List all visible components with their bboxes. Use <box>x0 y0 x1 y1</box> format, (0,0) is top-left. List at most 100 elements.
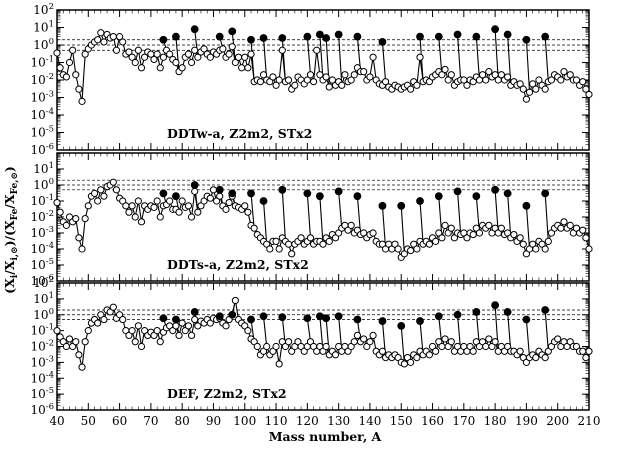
data-point-open <box>137 218 146 226</box>
y-tick-label: 10-1 <box>30 55 54 70</box>
data-point-open <box>53 327 61 335</box>
data-point-open <box>413 353 421 362</box>
data-point-open <box>272 237 280 245</box>
y-axis-label: (Xi/Xi,⊙)/(XFe/XFe,⊙) <box>2 166 20 294</box>
data-point-open <box>206 194 214 202</box>
data-point-open <box>244 327 252 335</box>
data-point-open <box>256 78 265 86</box>
data-point-open <box>522 95 531 103</box>
data-point-open <box>137 342 146 351</box>
data-point-open <box>191 315 199 324</box>
data-point-filled <box>453 30 462 39</box>
data-point-open <box>485 335 493 343</box>
y-tick-label: 102 <box>33 2 54 17</box>
data-point-filled <box>503 30 512 39</box>
data-point-open <box>191 46 199 54</box>
panels-group: 10-610-510-410-310-210-1100101102DDTw-a,… <box>30 2 593 417</box>
data-point-open <box>366 338 374 346</box>
data-point-filled <box>434 192 443 201</box>
data-point-open <box>175 208 183 216</box>
data-point-filled <box>303 189 312 198</box>
data-point-filled <box>491 185 500 194</box>
data-point-open <box>369 53 377 61</box>
data-point-filled <box>541 189 550 198</box>
data-point-open <box>56 208 64 216</box>
data-point-open <box>90 189 99 197</box>
y-tick-label: 101 <box>33 20 54 35</box>
y-tick-label: 10-5 <box>30 125 54 140</box>
data-point-filled <box>303 32 312 41</box>
data-point-filled <box>416 197 424 205</box>
data-point-open <box>400 360 408 368</box>
data-point-open <box>535 76 543 84</box>
data-point-open <box>369 229 377 237</box>
data-point-open <box>438 234 446 242</box>
data-point-filled <box>247 35 255 44</box>
data-point-filled <box>353 32 362 41</box>
element-connector <box>419 200 424 245</box>
data-point-open <box>172 58 180 67</box>
data-point-open <box>491 338 499 346</box>
data-point-open <box>541 353 549 362</box>
x-tick-label: 180 <box>484 414 507 428</box>
data-point-open <box>128 53 136 61</box>
x-tick-labels: 40 50 60 70 80 90 100 110 120 130 140 150 160 170 180 1… <box>49 414 600 428</box>
element-connector <box>338 191 343 229</box>
data-point-open <box>441 335 449 343</box>
data-point-filled <box>522 201 531 210</box>
data-point-open <box>504 73 512 81</box>
x-tick-label: 140 <box>358 414 381 428</box>
data-point-open <box>131 338 139 346</box>
data-point-open <box>554 335 562 343</box>
data-point-open <box>250 224 258 232</box>
y-tick-label: 10-6 <box>30 402 54 417</box>
x-axis-label: Mass number, A <box>269 429 382 444</box>
data-point-open <box>150 55 158 64</box>
data-point-filled <box>541 306 550 314</box>
data-point-open <box>166 50 174 58</box>
data-point-open <box>469 230 477 239</box>
data-point-open <box>432 347 440 355</box>
data-point-open <box>56 64 64 72</box>
data-point-open <box>532 85 540 93</box>
data-point-filled <box>434 32 443 41</box>
data-point-open <box>241 53 249 61</box>
data-point-open <box>425 240 433 248</box>
data-point-open <box>407 358 415 366</box>
data-point-filled <box>334 187 343 196</box>
data-point-filled <box>353 192 362 201</box>
data-point-open <box>178 319 186 327</box>
data-point-open <box>109 303 117 311</box>
data-point-open <box>519 85 527 93</box>
element-connector <box>306 36 312 75</box>
element-connector <box>494 29 499 81</box>
data-point-open <box>81 338 89 346</box>
data-point-open <box>244 64 252 72</box>
data-point-open <box>81 214 89 223</box>
data-point-open <box>97 29 105 37</box>
data-point-open <box>432 237 440 245</box>
y-tick-label: 10-3 <box>30 225 54 240</box>
data-point-open <box>529 80 537 88</box>
data-point-open <box>350 338 358 346</box>
data-point-open <box>407 85 415 93</box>
data-point-filled <box>215 185 224 194</box>
data-point-open <box>306 71 315 79</box>
panel-1: 10-6 10-5 10-4 10-3 10-2 10-1 100 101 102 DDTw-a,… <box>30 2 593 157</box>
element-connector <box>306 318 312 342</box>
data-point-open <box>72 71 80 79</box>
x-tick-label: 190 <box>515 414 538 428</box>
data-point-filled <box>472 32 481 41</box>
data-point-open <box>156 338 164 346</box>
data-point-open <box>413 245 421 253</box>
element-connector <box>457 34 462 81</box>
data-point-filled <box>159 35 168 44</box>
data-point-filled <box>334 30 343 39</box>
data-point-open <box>275 76 283 84</box>
data-point-open <box>519 240 527 248</box>
data-point-open <box>100 315 108 324</box>
data-point-open <box>75 351 83 359</box>
data-point-open <box>166 197 174 205</box>
data-point-open <box>541 245 549 253</box>
